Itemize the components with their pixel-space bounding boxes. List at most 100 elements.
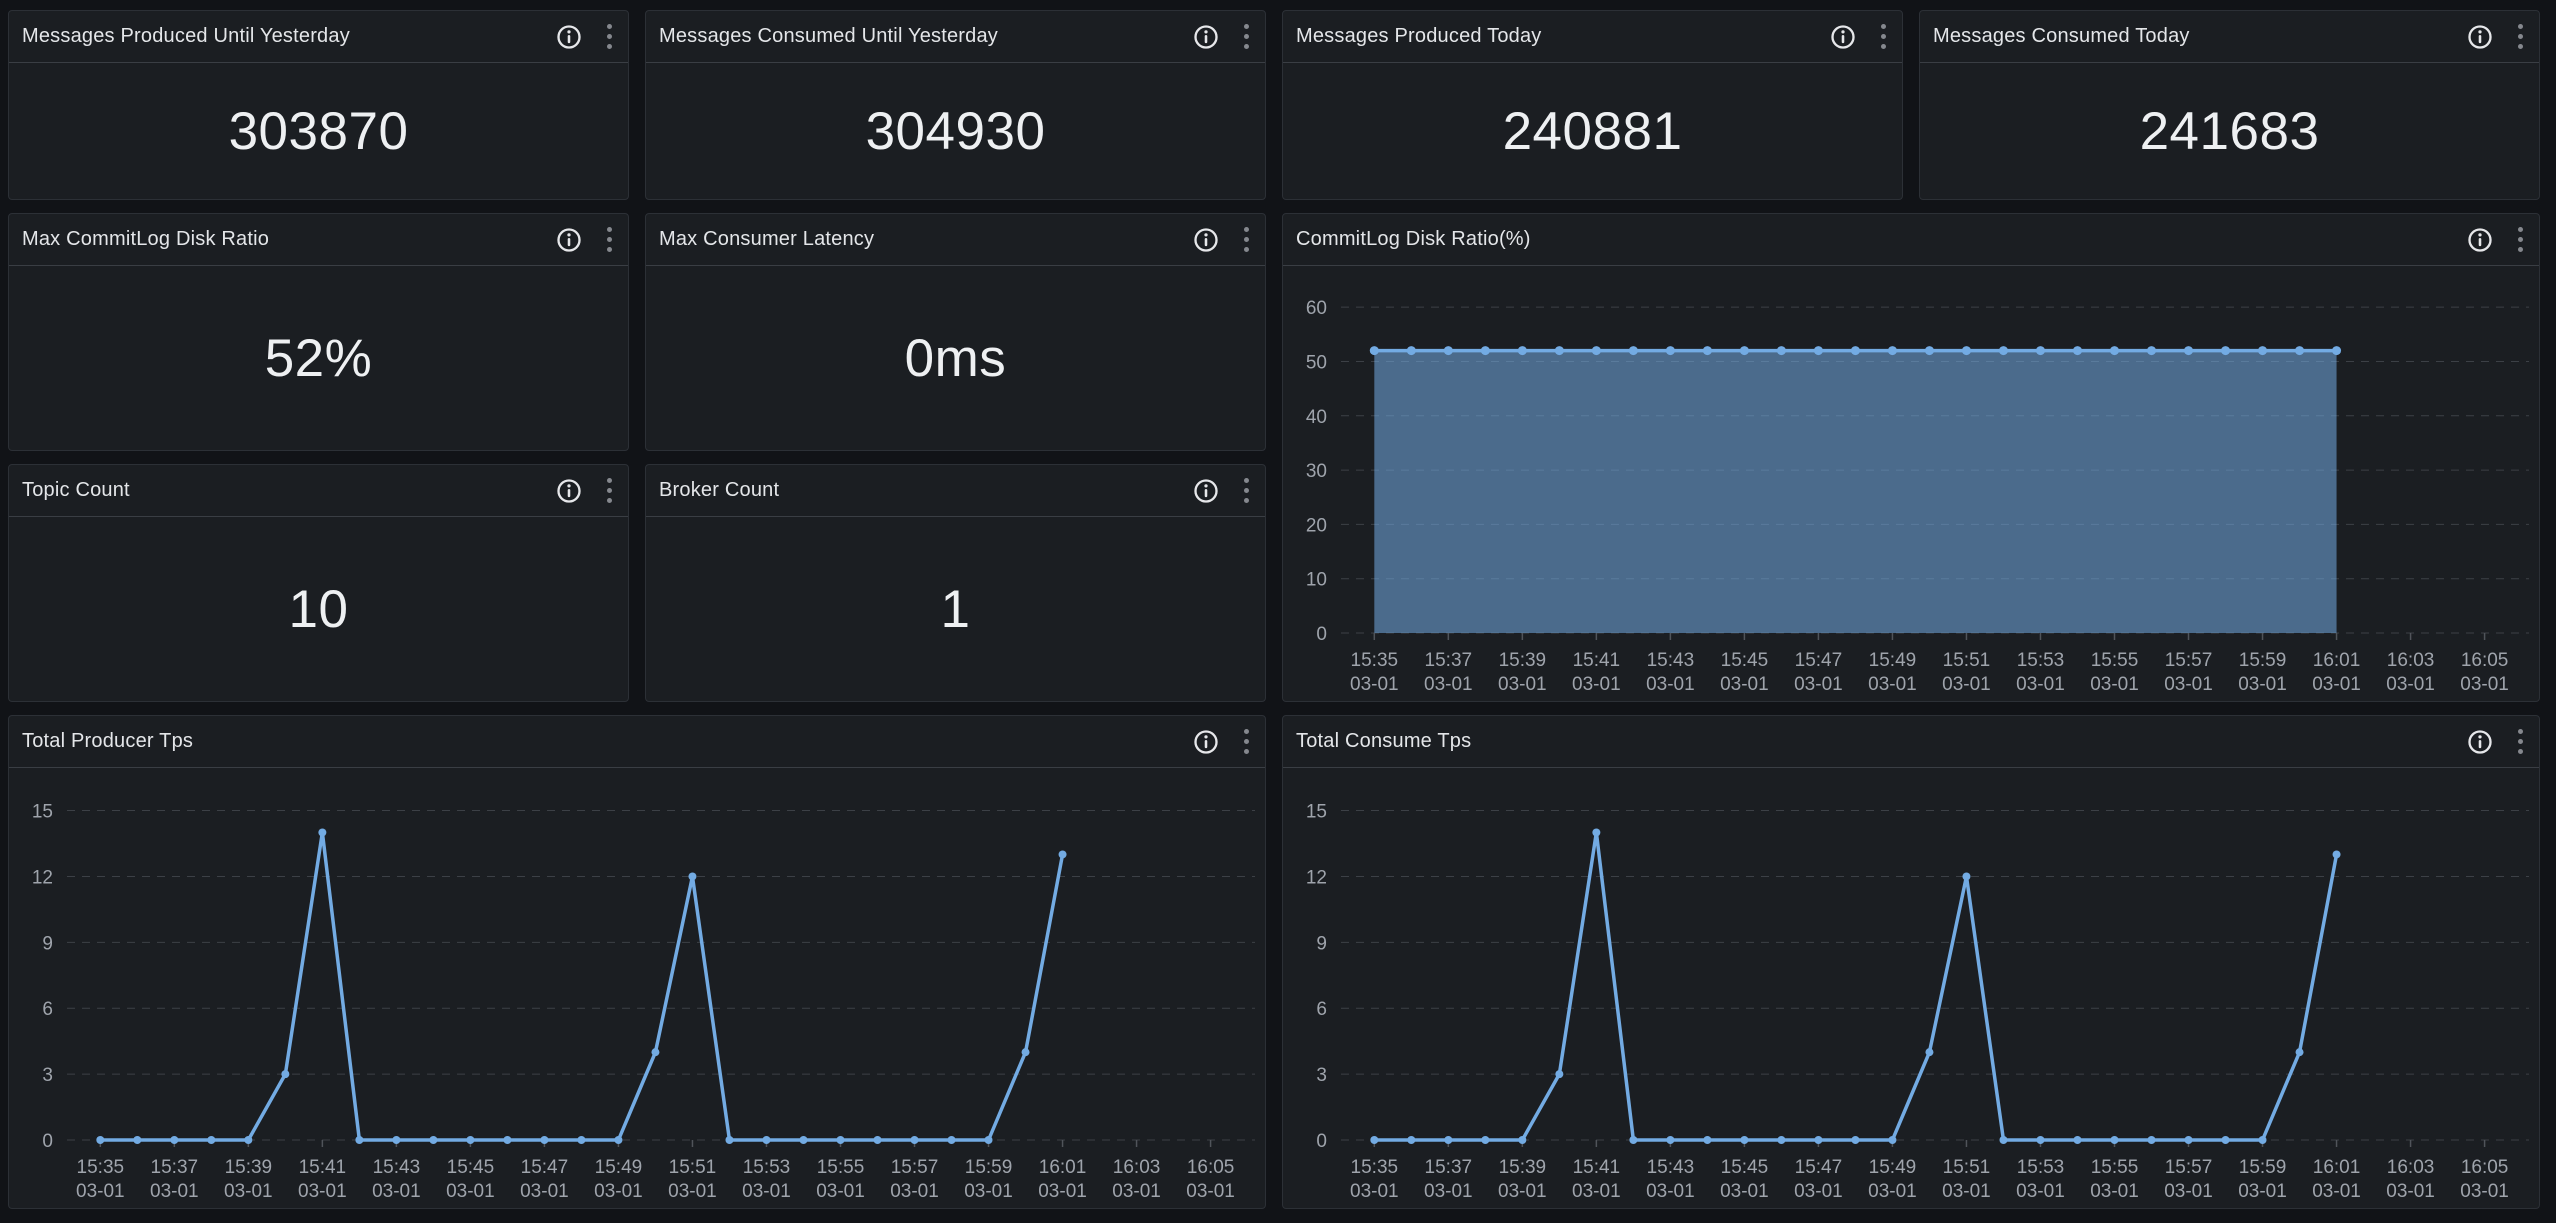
svg-text:03-01: 03-01 — [890, 1181, 939, 1202]
panel-menu-icon[interactable] — [1242, 476, 1251, 505]
svg-text:03-01: 03-01 — [372, 1181, 421, 1202]
info-icon[interactable] — [2466, 728, 2494, 756]
svg-text:03-01: 03-01 — [1720, 1181, 1769, 1202]
panel-menu-icon[interactable] — [605, 225, 614, 254]
total-consume-tps-chart[interactable]: 0369121515:3503-0115:3703-0115:3903-0115… — [1283, 768, 2539, 1208]
svg-text:3: 3 — [1316, 1065, 1327, 1086]
panel-messages-consumed-until-yesterday: Messages Consumed Until Yesterday 304930 — [645, 10, 1266, 200]
panel-header[interactable]: Total Producer Tps — [9, 716, 1265, 768]
svg-text:15:43: 15:43 — [1647, 1157, 1695, 1178]
panel-menu-icon[interactable] — [1242, 22, 1251, 51]
info-icon[interactable] — [1829, 23, 1857, 51]
panel-title[interactable]: Messages Consumed Until Yesterday — [659, 25, 1180, 48]
panel-menu-icon[interactable] — [605, 22, 614, 51]
svg-text:03-01: 03-01 — [1350, 674, 1399, 695]
info-icon[interactable] — [555, 477, 583, 505]
svg-text:03-01: 03-01 — [2312, 1181, 2361, 1202]
panel-title[interactable]: Topic Count — [22, 479, 543, 502]
panel-header[interactable]: Total Consume Tps — [1283, 716, 2539, 768]
panel-header[interactable]: Messages Produced Today — [1283, 11, 1902, 63]
info-icon[interactable] — [555, 226, 583, 254]
svg-text:3: 3 — [42, 1065, 53, 1086]
panel-menu-icon[interactable] — [1242, 727, 1251, 756]
panel-commitlog-disk-ratio-chart: CommitLog Disk Ratio(%) 010203040506015:… — [1282, 213, 2540, 702]
panel-title[interactable]: CommitLog Disk Ratio(%) — [1296, 228, 2454, 251]
info-icon[interactable] — [2466, 226, 2494, 254]
svg-text:03-01: 03-01 — [742, 1181, 791, 1202]
info-icon[interactable] — [555, 23, 583, 51]
panel-header[interactable]: Max Consumer Latency — [646, 214, 1265, 266]
svg-text:15:41: 15:41 — [1573, 650, 1621, 671]
svg-text:15:51: 15:51 — [1943, 1157, 1991, 1178]
svg-text:03-01: 03-01 — [1646, 674, 1695, 695]
panel-title[interactable]: Max Consumer Latency — [659, 228, 1180, 251]
svg-text:03-01: 03-01 — [2090, 674, 2139, 695]
panel-header[interactable]: CommitLog Disk Ratio(%) — [1283, 214, 2539, 266]
svg-text:03-01: 03-01 — [150, 1181, 199, 1202]
panel-title[interactable]: Messages Produced Until Yesterday — [22, 25, 543, 48]
svg-text:15:59: 15:59 — [2239, 1157, 2287, 1178]
svg-text:16:01: 16:01 — [1039, 1157, 1087, 1178]
stat-value: 0ms — [905, 332, 1007, 385]
panel-header[interactable]: Messages Produced Until Yesterday — [9, 11, 628, 63]
panel-title[interactable]: Broker Count — [659, 479, 1180, 502]
panel-header[interactable]: Messages Consumed Until Yesterday — [646, 11, 1265, 63]
svg-text:15:51: 15:51 — [669, 1157, 717, 1178]
svg-text:03-01: 03-01 — [1794, 674, 1843, 695]
panel-header[interactable]: Messages Consumed Today — [1920, 11, 2539, 63]
svg-text:03-01: 03-01 — [2090, 1181, 2139, 1202]
info-icon[interactable] — [1192, 728, 1220, 756]
svg-text:03-01: 03-01 — [964, 1181, 1013, 1202]
panel-menu-icon[interactable] — [2516, 225, 2525, 254]
svg-text:03-01: 03-01 — [2460, 1181, 2509, 1202]
svg-text:0: 0 — [42, 1131, 53, 1152]
total-producer-tps-chart[interactable]: 0369121515:3503-0115:3703-0115:3903-0115… — [9, 768, 1265, 1208]
stat-value: 52% — [265, 332, 373, 385]
svg-text:15:37: 15:37 — [1425, 650, 1473, 671]
panel-title[interactable]: Total Consume Tps — [1296, 730, 2454, 753]
panel-menu-icon[interactable] — [1242, 225, 1251, 254]
svg-text:15:39: 15:39 — [1499, 1157, 1547, 1178]
svg-text:16:03: 16:03 — [2387, 650, 2435, 671]
svg-text:03-01: 03-01 — [1720, 674, 1769, 695]
svg-text:15:49: 15:49 — [595, 1157, 643, 1178]
panel-menu-icon[interactable] — [2516, 727, 2525, 756]
svg-text:10: 10 — [1306, 570, 1327, 591]
svg-text:15:57: 15:57 — [891, 1157, 939, 1178]
panel-title[interactable]: Messages Consumed Today — [1933, 25, 2454, 48]
panel-title[interactable]: Messages Produced Today — [1296, 25, 1817, 48]
info-icon[interactable] — [2466, 23, 2494, 51]
panel-menu-icon[interactable] — [605, 476, 614, 505]
panel-menu-icon[interactable] — [2516, 22, 2525, 51]
stat-value: 1 — [941, 583, 971, 636]
svg-text:15:53: 15:53 — [743, 1157, 791, 1178]
svg-text:03-01: 03-01 — [1572, 1181, 1621, 1202]
info-icon[interactable] — [1192, 477, 1220, 505]
svg-text:15:43: 15:43 — [1647, 650, 1695, 671]
svg-text:03-01: 03-01 — [76, 1181, 125, 1202]
svg-text:15:35: 15:35 — [1351, 1157, 1399, 1178]
svg-text:15:37: 15:37 — [1425, 1157, 1473, 1178]
svg-text:03-01: 03-01 — [2386, 674, 2435, 695]
svg-text:03-01: 03-01 — [1868, 674, 1917, 695]
info-icon[interactable] — [1192, 226, 1220, 254]
commitlog-disk-ratio-chart[interactable]: 010203040506015:3503-0115:3703-0115:3903… — [1283, 266, 2539, 701]
panel-header[interactable]: Topic Count — [9, 465, 628, 517]
svg-text:03-01: 03-01 — [1112, 1181, 1161, 1202]
svg-text:15:59: 15:59 — [965, 1157, 1013, 1178]
svg-text:20: 20 — [1306, 515, 1327, 536]
stat-value: 10 — [289, 583, 349, 636]
svg-text:03-01: 03-01 — [2460, 674, 2509, 695]
panel-header[interactable]: Broker Count — [646, 465, 1265, 517]
panel-header[interactable]: Max CommitLog Disk Ratio — [9, 214, 628, 266]
panel-total-consume-tps: Total Consume Tps 0369121515:3503-0115:3… — [1282, 715, 2540, 1209]
panel-title[interactable]: Total Producer Tps — [22, 730, 1180, 753]
panel-topic-count: Topic Count 10 — [8, 464, 629, 702]
svg-text:9: 9 — [1316, 933, 1327, 954]
panel-title[interactable]: Max CommitLog Disk Ratio — [22, 228, 543, 251]
info-icon[interactable] — [1192, 23, 1220, 51]
svg-text:15:53: 15:53 — [2017, 650, 2065, 671]
panel-menu-icon[interactable] — [1879, 22, 1888, 51]
svg-text:03-01: 03-01 — [1942, 674, 1991, 695]
panel-total-producer-tps: Total Producer Tps 0369121515:3503-0115:… — [8, 715, 1266, 1209]
